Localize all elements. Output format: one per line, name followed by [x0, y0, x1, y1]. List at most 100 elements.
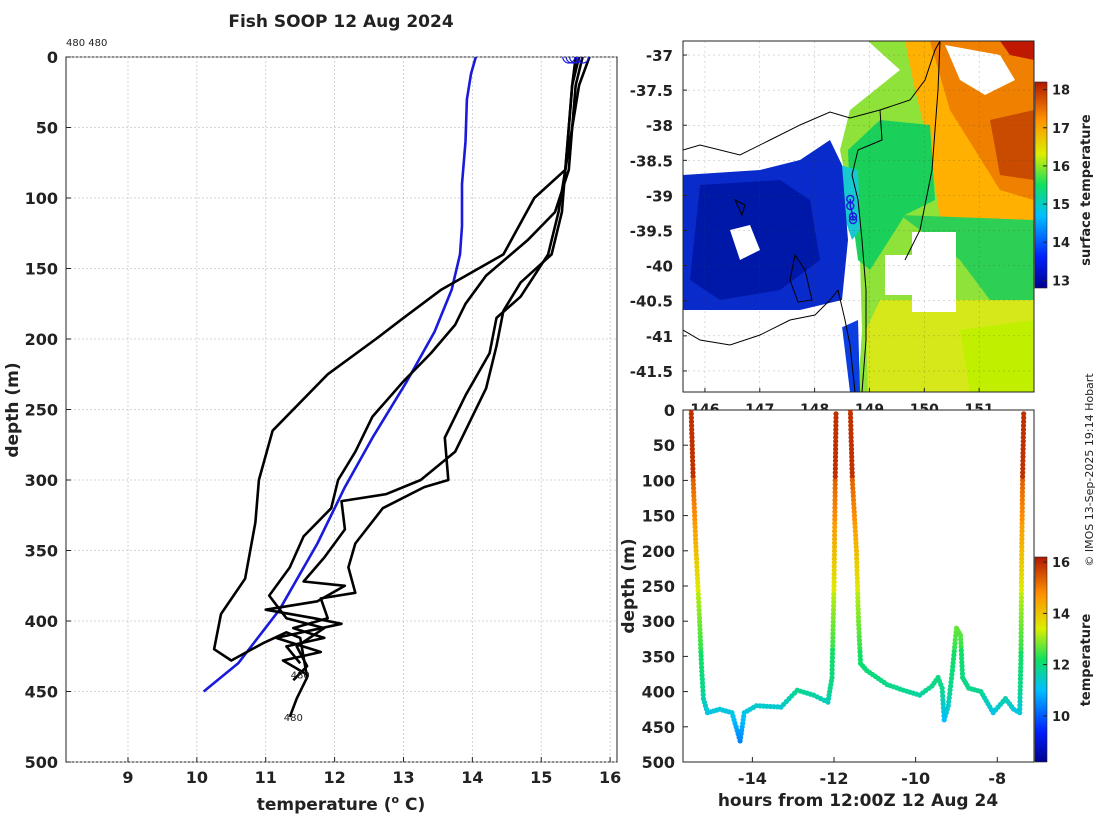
- cast-marker: [846, 201, 855, 211]
- chart-title: Fish SOOP 12 Aug 2024: [228, 12, 454, 32]
- cast-point: [833, 419, 839, 425]
- x-tick-label: 10: [186, 768, 208, 787]
- cast-point: [1018, 575, 1025, 581]
- cast-point: [832, 516, 838, 523]
- cast-point: [1018, 630, 1024, 636]
- cast-point: [848, 446, 855, 452]
- map-y-tick-label: -39.5: [630, 223, 673, 241]
- cast-point: [831, 579, 837, 585]
- cast-point: [688, 415, 695, 421]
- cast-point: [699, 672, 705, 678]
- cast-point: [947, 691, 953, 697]
- cast-point: [852, 520, 858, 527]
- cast-point: [1017, 702, 1023, 708]
- cast-point: [694, 568, 700, 574]
- profile-xlabel: temperature (o C): [257, 793, 426, 815]
- cast-point: [959, 655, 965, 661]
- cast-point: [694, 572, 700, 578]
- cast-point: [690, 458, 696, 464]
- cast-point: [692, 516, 698, 523]
- cast-point: [697, 626, 703, 632]
- map-y-tick-label: -41: [646, 328, 673, 346]
- cast-point: [856, 630, 862, 636]
- profile-ylabel: depth (m): [3, 362, 23, 457]
- cast-point: [855, 618, 862, 624]
- cast-point: [830, 631, 836, 637]
- cast-point: [1020, 477, 1026, 483]
- cast-point: [848, 442, 855, 448]
- cast-point: [947, 687, 953, 693]
- cast-point: [1021, 411, 1027, 417]
- cast-point: [949, 667, 956, 674]
- map-y-tick-label: -37.5: [630, 82, 673, 100]
- missing-data-patch: [885, 255, 915, 295]
- cast-point: [690, 462, 696, 468]
- cast-point: [950, 664, 956, 670]
- cast-point: [952, 644, 958, 651]
- cast-point: [1019, 563, 1025, 570]
- cast-point: [831, 544, 838, 550]
- cast-point: [830, 615, 836, 621]
- profile-line: [285, 57, 581, 665]
- cast-point: [1019, 509, 1025, 515]
- cast-point: [692, 513, 698, 519]
- cast-point: [1020, 470, 1026, 476]
- cast-point: [959, 671, 966, 677]
- cast-point: [1017, 710, 1023, 716]
- cast-point: [1020, 466, 1026, 472]
- cast-point: [1018, 657, 1024, 663]
- cast-point: [829, 663, 835, 669]
- cast-point: [830, 643, 836, 649]
- cast-point: [830, 639, 836, 645]
- cast-point: [696, 607, 702, 613]
- map-grid: [683, 41, 1034, 392]
- cast-point: [830, 635, 836, 641]
- cast-point: [1018, 606, 1024, 613]
- cast-point: [699, 664, 705, 671]
- cast-point: [1018, 665, 1024, 671]
- cast-point: [832, 485, 838, 491]
- cast-point: [691, 501, 697, 507]
- cast-point: [690, 473, 696, 480]
- cast-point: [1018, 587, 1025, 593]
- profile-chart: Fish SOOP 12 Aug 2024 480 480 9 10 11 12 13 1…: [3, 12, 621, 815]
- cast-point: [940, 697, 946, 703]
- cast-point: [1019, 497, 1025, 503]
- cast-point: [1019, 536, 1025, 542]
- cast-point: [849, 454, 855, 460]
- cast-point: [830, 611, 837, 617]
- cast-point: [1019, 501, 1025, 507]
- cast-point: [1019, 571, 1025, 577]
- cast-point: [853, 536, 859, 542]
- cast-point: [857, 645, 863, 651]
- cast-point: [700, 688, 706, 694]
- cast-point: [951, 652, 957, 658]
- y-tick-label: 200: [25, 330, 58, 349]
- cast-point: [857, 657, 864, 663]
- cast-point: [699, 680, 706, 686]
- temperature-colorbar: [1034, 556, 1048, 763]
- cast-point: [689, 423, 695, 429]
- cast-point: [833, 415, 839, 421]
- cast-point: [849, 466, 855, 472]
- cast-point: [830, 647, 836, 653]
- cast-point: [958, 644, 964, 650]
- cast-point: [832, 501, 838, 507]
- cast-point: [856, 622, 862, 628]
- cast-point: [698, 649, 704, 655]
- cast-point: [849, 458, 855, 464]
- cast-point: [689, 430, 695, 437]
- cast-point: [1019, 513, 1025, 519]
- cast-point: [952, 641, 958, 647]
- cast-point: [851, 505, 857, 511]
- cast-point: [695, 579, 701, 586]
- cast-point: [1020, 446, 1026, 452]
- cast-point: [697, 622, 703, 629]
- cast-point: [1019, 489, 1025, 495]
- cast-point: [1017, 676, 1024, 682]
- cast-point: [831, 591, 837, 597]
- section-casts: [688, 410, 1027, 744]
- sst-colorbar-tick-label: 17: [1052, 122, 1070, 137]
- y-tick-label: 250: [25, 401, 58, 420]
- cast-point: [832, 473, 838, 480]
